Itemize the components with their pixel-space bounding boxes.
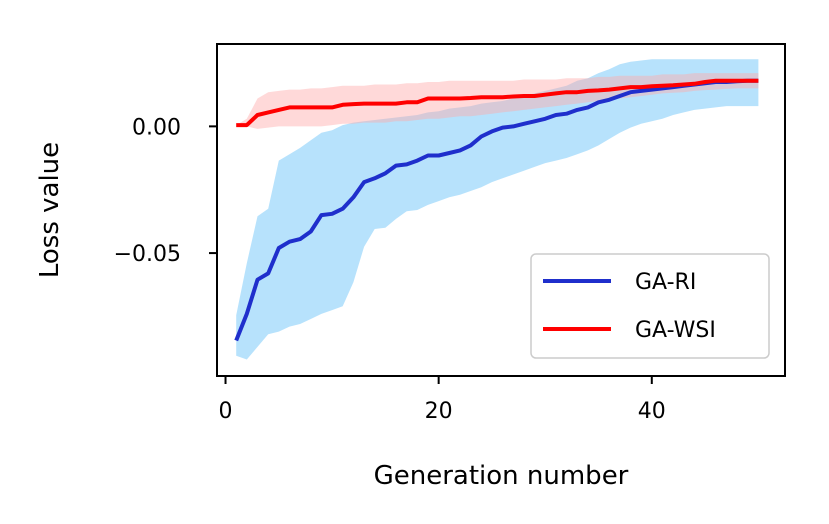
y-tick-label: 0.00	[132, 115, 181, 140]
series-lines	[234, 78, 759, 342]
x-tick-label: 20	[425, 399, 453, 424]
x-axis-title: Generation number	[374, 461, 629, 491]
y-axis-title: Loss value	[35, 142, 65, 278]
x-axis-ticks: 0 20 40	[219, 376, 666, 424]
y-axis-ticks: 0.00 −0.05	[114, 115, 217, 267]
axes-frame	[216, 43, 786, 377]
legend-label-ga-ri: GA-RI	[635, 270, 696, 295]
legend: GA-RI GA-WSI	[530, 253, 770, 359]
line-ga-wsi	[236, 78, 759, 128]
legend-label-ga-wsi: GA-WSI	[635, 318, 716, 343]
y-tick-label: −0.05	[114, 242, 181, 267]
x-tick-label: 0	[219, 399, 233, 424]
band-ga-ri	[236, 59, 759, 360]
x-tick-label: 40	[638, 399, 666, 424]
